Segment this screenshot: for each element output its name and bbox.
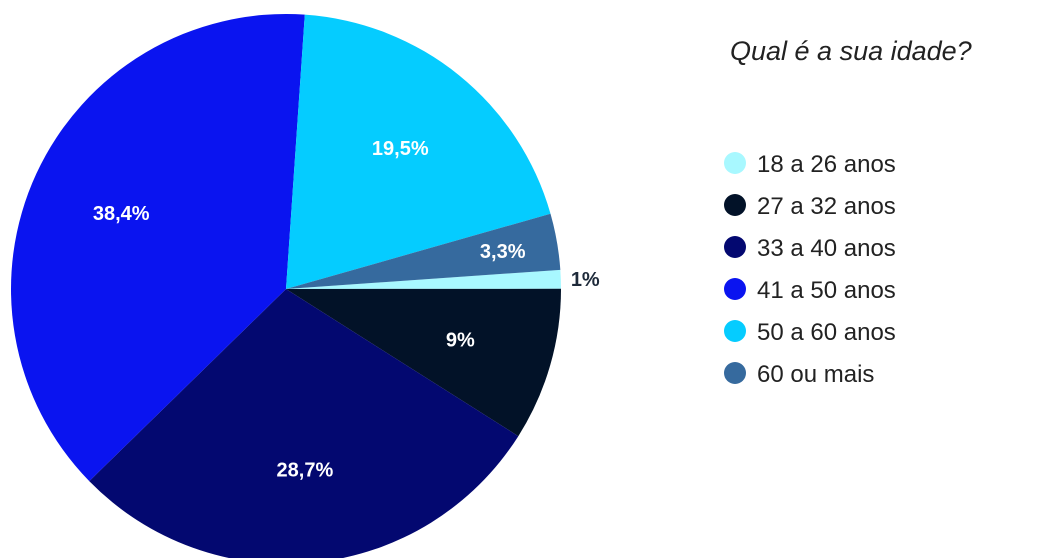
legend-swatch-3	[724, 236, 746, 258]
legend-swatch-2	[724, 194, 746, 216]
pie-slices	[11, 13, 561, 558]
legend: 18 a 26 anos 27 a 32 anos 33 a 40 anos 41 a…	[724, 151, 896, 388]
legend-swatch-5	[724, 320, 746, 342]
pie-slice-1	[286, 269, 561, 289]
slice-label-2: 9%	[446, 330, 475, 352]
pie-slice-4	[11, 13, 305, 482]
legend-swatch-1	[724, 152, 746, 174]
pie-slice-labels: 1% 9% 28,7% 38,4% 19,5% 3,3%	[93, 138, 600, 482]
legend-label-1: 18 a 26 anos	[757, 151, 896, 178]
pie-slice-5	[286, 14, 551, 289]
legend-label-6: 60 ou mais	[757, 361, 874, 388]
slice-label-3: 28,7%	[277, 460, 334, 482]
legend-label-2: 27 a 32 anos	[757, 193, 896, 220]
chart-title: Qual é a sua idade?	[730, 36, 972, 66]
slice-label-5: 19,5%	[372, 138, 429, 160]
legend-label-4: 41 a 50 anos	[757, 277, 896, 304]
legend-label-3: 33 a 40 anos	[757, 235, 896, 262]
pie-slice-2	[286, 288, 561, 437]
slice-label-6: 3,3%	[480, 241, 526, 263]
slice-label-1: 1%	[571, 269, 600, 291]
legend-label-5: 50 a 60 anos	[757, 319, 896, 346]
slice-label-4: 38,4%	[93, 203, 150, 225]
pie-slice-6	[286, 213, 561, 289]
pie-slice-3	[89, 289, 519, 558]
legend-swatch-4	[724, 278, 746, 300]
legend-swatch-6	[724, 362, 746, 384]
